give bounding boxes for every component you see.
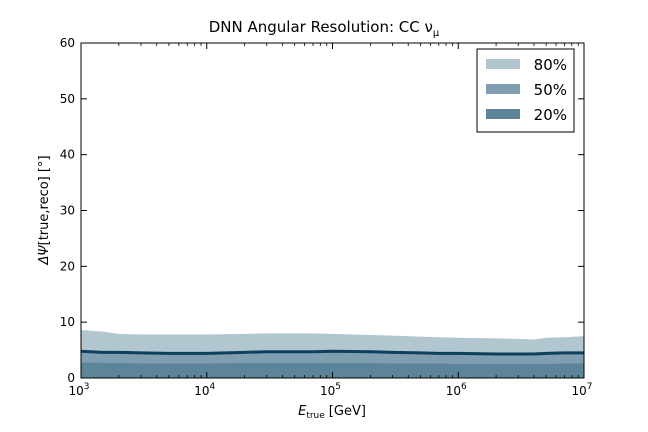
y-tick-label: 10 (60, 315, 75, 329)
chart-title: DNN Angular Resolution: CC νμ (209, 18, 440, 39)
legend-label: 20% (534, 106, 567, 124)
y-tick-label: 50 (60, 92, 75, 106)
x-tick-label: 103 (68, 382, 89, 398)
y-tick-label: 60 (60, 36, 75, 50)
chart-title-subscript: μ (433, 28, 440, 39)
x-tick-label: 107 (571, 382, 592, 398)
y-axis-label-unit: [true,reco] [°] (37, 155, 52, 245)
legend: 80% 50% 20% (476, 48, 575, 133)
y-tick-label: 40 (60, 148, 75, 162)
chart-title-text: DNN Angular Resolution: CC ν (209, 18, 433, 36)
y-tick-label: 0 (67, 371, 75, 385)
x-tick-label: 104 (194, 382, 215, 398)
y-axis-label-main: ΔΨ (37, 245, 52, 266)
legend-label: 80% (534, 56, 567, 74)
ticks-layer: 0 10 20 30 40 50 60 103 104 105 106 107 (60, 36, 593, 398)
y-tick-label: 30 (60, 204, 75, 218)
y-tick-label: 20 (60, 259, 75, 273)
x-axis-label-unit: [GeV] (329, 404, 366, 419)
legend-label: 50% (534, 81, 567, 99)
median-line (80, 349, 584, 356)
lines-layer (80, 349, 584, 356)
y-axis-label: ΔΨ[true,reco] [°] (37, 155, 52, 265)
x-tick-label: 106 (446, 382, 467, 398)
legend-swatch (486, 109, 520, 119)
legend-swatch (486, 59, 520, 69)
x-tick-label: 105 (320, 382, 341, 398)
legend-swatch (486, 84, 520, 94)
x-axis-label-subscript: true (306, 411, 325, 421)
x-axis-label-main: E (298, 404, 307, 419)
x-axis-label: Etrue [GeV] (298, 404, 366, 421)
